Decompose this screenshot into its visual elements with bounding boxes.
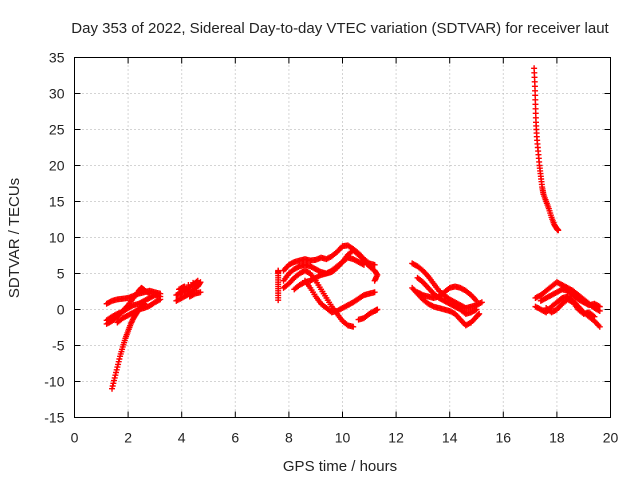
y-tick-label: 20 — [49, 158, 65, 174]
data-point — [596, 303, 603, 310]
series-arc-g — [275, 267, 282, 304]
x-tick-label: 18 — [549, 430, 565, 446]
data-point — [473, 306, 480, 313]
series-arc-q — [414, 274, 480, 317]
data-point — [190, 279, 197, 286]
y-tick-label: 25 — [49, 122, 65, 138]
y-tick-label: 35 — [49, 50, 65, 66]
x-tick-label: 10 — [335, 430, 351, 446]
y-axis-title: SDTVAR / TECUs — [6, 178, 23, 298]
data-point — [555, 227, 562, 234]
data-point — [197, 289, 204, 296]
x-tick-label: 8 — [285, 430, 293, 446]
data-points — [103, 65, 603, 392]
x-tick-label: 6 — [231, 430, 239, 446]
series-arc-c — [103, 284, 153, 327]
y-tick-label: 30 — [49, 86, 65, 102]
series-arc-e — [114, 296, 164, 326]
data-point — [371, 277, 378, 284]
data-point — [596, 323, 603, 330]
x-tick-label: 4 — [178, 430, 186, 446]
data-point — [473, 297, 480, 304]
x-tick-label: 0 — [71, 430, 79, 446]
grid — [74, 57, 611, 418]
series-arc-k — [301, 277, 378, 316]
data-point — [157, 296, 164, 303]
data-point — [350, 323, 357, 330]
data-point — [478, 299, 485, 306]
tick-labels: 0 2 4 6 8 10 12 14 16 18 20 -15 -10 -5 0 5 10 15 20 25 30 35 — [44, 50, 618, 446]
series-arc-p — [409, 284, 483, 329]
x-tick-label: 20 — [603, 430, 619, 446]
x-axis-title: GPS time / hours — [283, 458, 397, 475]
data-point — [374, 306, 381, 313]
x-tick-label: 12 — [388, 430, 404, 446]
x-tick-label: 16 — [496, 430, 512, 446]
data-point — [275, 267, 282, 274]
data-point — [476, 310, 483, 317]
series-arc-f — [173, 277, 204, 304]
y-tick-label: 10 — [49, 230, 65, 246]
y-tick-label: 15 — [49, 194, 65, 210]
series-arc-r — [531, 65, 562, 234]
data-point — [371, 261, 378, 268]
series-arc-l — [291, 247, 381, 293]
series-arc-u — [537, 286, 603, 310]
y-tick-label: 0 — [57, 302, 65, 318]
data-point — [194, 277, 201, 284]
y-tick-label: -10 — [44, 374, 64, 390]
chart-title: Day 353 of 2022, Sidereal Day-to-day VTE… — [71, 20, 609, 37]
series-arc-n — [409, 260, 485, 312]
y-tick-label: -15 — [44, 410, 64, 426]
series-arc-v — [543, 296, 598, 320]
data-point — [591, 313, 598, 320]
x-tick-label: 2 — [124, 430, 132, 446]
x-tick-label: 14 — [442, 430, 458, 446]
y-tick-label: -5 — [52, 338, 65, 354]
data-point — [146, 290, 153, 297]
series-arc-m — [355, 306, 381, 323]
plot-frame — [74, 57, 611, 418]
data-point — [371, 289, 378, 296]
y-tick-label: 5 — [57, 266, 65, 282]
data-point — [185, 282, 192, 289]
